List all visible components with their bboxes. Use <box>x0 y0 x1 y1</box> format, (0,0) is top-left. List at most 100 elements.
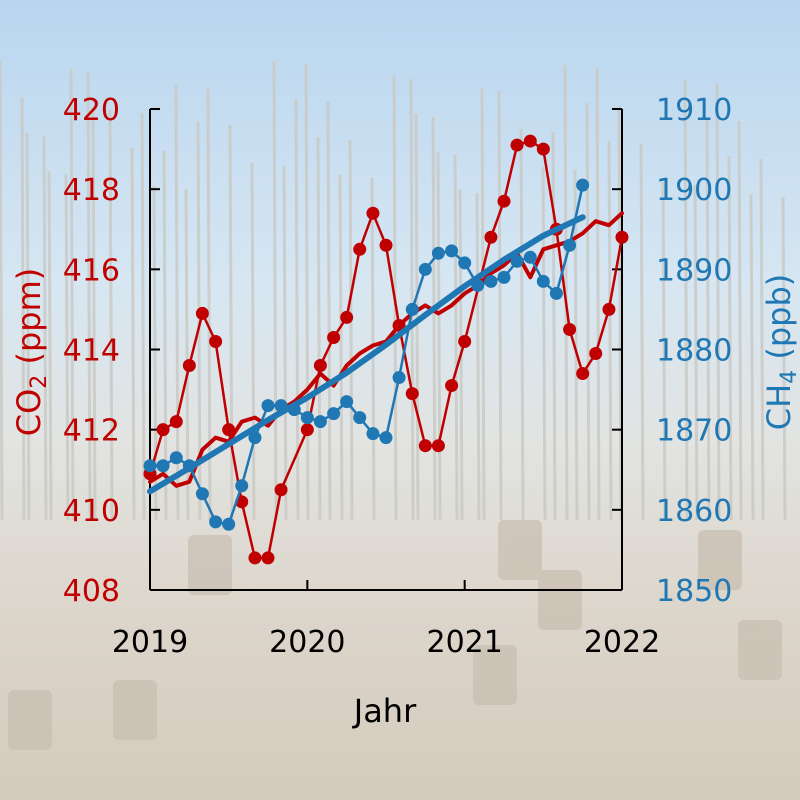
tick-labels: 408 410 412 414 416 418 420 1850 1860 1870 1880 189… <box>63 93 733 660</box>
co2-data-point <box>209 334 223 348</box>
ch4-data-point <box>222 517 236 531</box>
tree-trunk <box>348 139 354 521</box>
co2-data-point <box>458 334 472 348</box>
co2-data-point <box>576 367 590 381</box>
ch4-data-point <box>248 431 262 445</box>
tree-trunk <box>573 169 579 521</box>
ch4-data-point <box>156 459 170 473</box>
tree-trunk <box>431 116 437 521</box>
co2-data-point <box>445 379 459 393</box>
tree-trunk <box>409 78 415 521</box>
co2-data-point <box>497 194 511 208</box>
x-tick-label: 2019 <box>112 625 188 660</box>
ch4-data-point <box>379 431 393 445</box>
ch4-data-point <box>563 238 577 252</box>
tree-trunk <box>316 136 322 521</box>
ch4-data-point <box>536 274 550 288</box>
ch4-data-point <box>340 395 354 409</box>
tree-trunk <box>108 109 114 521</box>
x-tick-label: 2020 <box>269 625 345 660</box>
tree-trunk <box>42 135 48 521</box>
left-tick-label: 410 <box>63 494 120 529</box>
co2-data-point <box>353 242 367 256</box>
co2-data-point <box>563 322 577 336</box>
co2-data-point <box>156 423 170 437</box>
tree-trunk <box>595 67 601 521</box>
ch4-data-point <box>327 407 341 421</box>
x-tick-label: 2021 <box>426 625 502 660</box>
tree-trunk <box>140 112 146 521</box>
ch4-data-point <box>353 411 367 425</box>
tree-trunk <box>272 60 278 521</box>
tree-trunk <box>551 131 557 521</box>
co2-data-point <box>602 302 616 316</box>
ch4-series-line-3 <box>147 214 586 495</box>
tree-trunk <box>607 140 613 521</box>
ch4-data-point <box>510 254 524 268</box>
ch4-data-point <box>445 244 459 258</box>
ch4-data-point <box>209 515 223 529</box>
co2-data-point <box>340 310 354 324</box>
ch4-data-point <box>392 371 406 385</box>
co2-data-point <box>222 423 236 437</box>
ch4-data-point <box>523 250 537 264</box>
ch4-data-point <box>484 274 498 288</box>
ch4-data-point <box>431 246 445 260</box>
tree-trunk <box>639 143 645 521</box>
co2-data-point <box>261 551 275 565</box>
right-tick-label: 1900 <box>656 173 732 208</box>
left-axis-label: CO2 (ppm) <box>10 268 52 436</box>
co2-data-point <box>536 142 550 156</box>
ch4-series-line-2 <box>148 183 584 526</box>
tree-stump <box>188 535 232 595</box>
tree-trunk <box>47 170 53 521</box>
tree-trunk <box>759 158 765 521</box>
left-tick-label: 412 <box>63 414 120 449</box>
co2-data-point <box>418 439 432 453</box>
left-tick-label: 408 <box>63 574 120 609</box>
series-layer <box>143 134 629 565</box>
right-tick-label: 1910 <box>656 93 732 128</box>
right-tick-label: 1870 <box>656 414 732 449</box>
co2-data-point <box>248 551 262 565</box>
co2-series-line-1 <box>148 211 624 488</box>
co2-data-point <box>431 439 445 453</box>
ch4-data-point <box>313 415 327 429</box>
tree-stump <box>738 620 782 680</box>
tree-trunk <box>661 181 667 521</box>
tree-stump <box>698 530 742 590</box>
tree-trunk <box>206 86 212 521</box>
right-tick-label: 1890 <box>656 253 732 288</box>
co2-data-point <box>169 415 183 429</box>
ch4-data-point <box>405 302 419 316</box>
left-tick-label: 418 <box>63 173 120 208</box>
ch4-data-point <box>235 479 249 493</box>
left-tick-label: 414 <box>63 334 120 369</box>
axes <box>149 108 623 591</box>
tree-trunk <box>0 59 4 521</box>
co2-data-point <box>523 134 537 148</box>
tree-trunk <box>563 64 569 521</box>
right-axis-label-subscript: 4 <box>777 370 800 384</box>
right-axis-label-suffix: (ppb) <box>760 274 798 370</box>
tree-trunk <box>228 124 234 521</box>
ch4-data-point <box>169 451 183 465</box>
left-axis-label-suffix: (ppm) <box>10 268 48 375</box>
tree-trunk <box>338 174 344 521</box>
ch4-data-point <box>143 459 157 473</box>
tree-trunk <box>727 155 733 521</box>
co2-data-point <box>379 238 393 252</box>
tree-trunk <box>683 79 689 521</box>
right-tick-label: 1850 <box>656 574 732 609</box>
tree-trunk <box>414 113 420 521</box>
co2-series-line-0 <box>148 139 624 560</box>
co2-data-point <box>274 483 288 497</box>
co2-data-point <box>327 330 341 344</box>
tree-trunk <box>304 63 310 521</box>
tree-stump <box>8 690 52 750</box>
tree-stump <box>538 570 582 630</box>
tree-trunk <box>436 151 442 521</box>
co2-data-point <box>589 347 603 361</box>
tree-trunk <box>282 165 288 521</box>
co2-data-point <box>300 423 314 437</box>
